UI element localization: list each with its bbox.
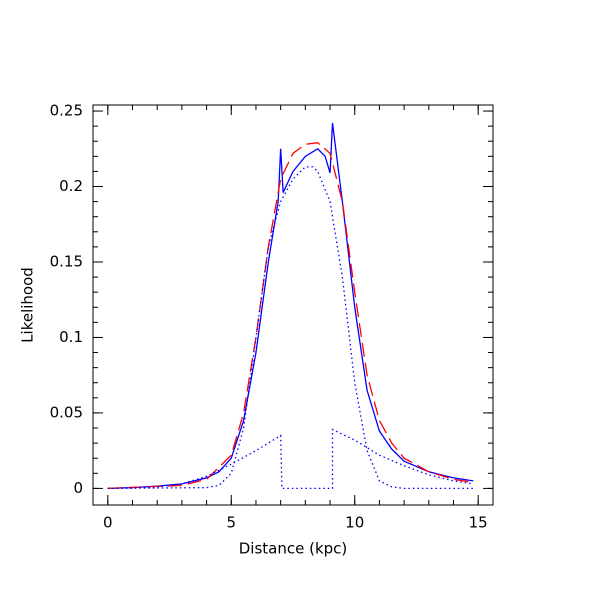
series-line — [107, 428, 474, 490]
y-tick-label: 0.05 — [50, 403, 83, 421]
x-axis-label: Distance (kpc) — [239, 540, 348, 558]
x-tick-label: 15 — [469, 514, 488, 532]
x-tick-label: 0 — [103, 514, 113, 532]
plot-frame — [92, 104, 494, 506]
series-line — [107, 123, 474, 490]
y-tick-label: 0.25 — [50, 102, 83, 120]
y-tick-label: 0.1 — [59, 328, 83, 346]
x-tick-label: 10 — [345, 514, 364, 532]
x-tick-label: 5 — [226, 514, 236, 532]
y-tick-label: 0.2 — [59, 177, 83, 195]
series-line — [107, 166, 474, 490]
series-line — [107, 142, 474, 490]
y-tick-label: 0 — [73, 479, 83, 497]
y-axis-label: Likelihood — [19, 267, 37, 343]
y-tick-label: 0.15 — [50, 252, 83, 270]
